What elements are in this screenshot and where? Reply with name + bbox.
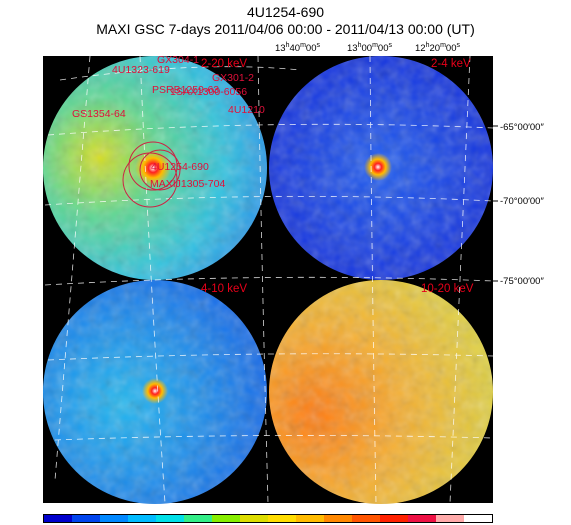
ra-tick-label: 13h00m00s xyxy=(347,42,392,54)
colorbar-cell xyxy=(436,515,464,522)
band-label: 10-20 keV xyxy=(421,283,474,295)
source-label: MAXIJ1305-704 xyxy=(150,178,225,190)
source-label: 4U1254-690 xyxy=(151,161,209,173)
dec-tick-label: -65°00′00″ xyxy=(500,122,544,133)
panel-4-10kev xyxy=(43,280,267,504)
source-blob xyxy=(142,378,168,404)
panel-10-20kev xyxy=(269,280,493,504)
colorbar-cell xyxy=(464,515,492,522)
band-label: 2-4 keV xyxy=(431,58,471,70)
source-circles xyxy=(122,141,181,208)
colorbar-cell xyxy=(408,515,436,522)
colorbar-cell xyxy=(268,515,296,522)
colorbar xyxy=(43,514,493,523)
source-blob xyxy=(364,153,392,181)
source-label: 1SAX1300-6056 xyxy=(170,86,247,98)
colorbar-cell xyxy=(100,515,128,522)
dec-tick-label: -75°00′00″ xyxy=(500,276,544,287)
source-blob xyxy=(135,150,171,186)
panel-2-4kev xyxy=(269,56,493,280)
colorbar-cell xyxy=(324,515,352,522)
colorbar-cell xyxy=(296,515,324,522)
colorbar-cell xyxy=(128,515,156,522)
coordinate-grid xyxy=(44,55,494,504)
colorbar-cell xyxy=(44,515,72,522)
source-label: GX301-2 xyxy=(212,72,254,84)
colorbar-cell xyxy=(212,515,240,522)
colorbar-cell xyxy=(352,515,380,522)
dec-tick-label: -70°00′00″ xyxy=(500,196,544,207)
ra-tick-label: 13h40m00s xyxy=(275,42,320,54)
chart-title: 4U1254-690 xyxy=(246,4,325,20)
source-label: 4U1323-619 xyxy=(112,64,170,76)
colorbar-cell xyxy=(72,515,100,522)
colorbar-cell xyxy=(240,515,268,522)
colorbar-cell xyxy=(380,515,408,522)
ra-tick-label: 12h20m00s xyxy=(415,42,460,54)
colorbar-cell xyxy=(184,515,212,522)
source-label: 4U1210 xyxy=(228,104,265,116)
panel-2-20kev xyxy=(43,56,267,280)
chart-subtitle: MAXI GSC 7-days 2011/04/06 00:00 - 2011/… xyxy=(96,21,475,37)
source-label: GS1354-64 xyxy=(72,108,126,120)
source-label: GX304-1 xyxy=(157,54,199,66)
band-label: 4-10 keV xyxy=(201,283,247,295)
band-label: 2-20 keV xyxy=(201,58,247,70)
colorbar-cell xyxy=(156,515,184,522)
source-label: PSRB1259-63 xyxy=(152,84,219,96)
